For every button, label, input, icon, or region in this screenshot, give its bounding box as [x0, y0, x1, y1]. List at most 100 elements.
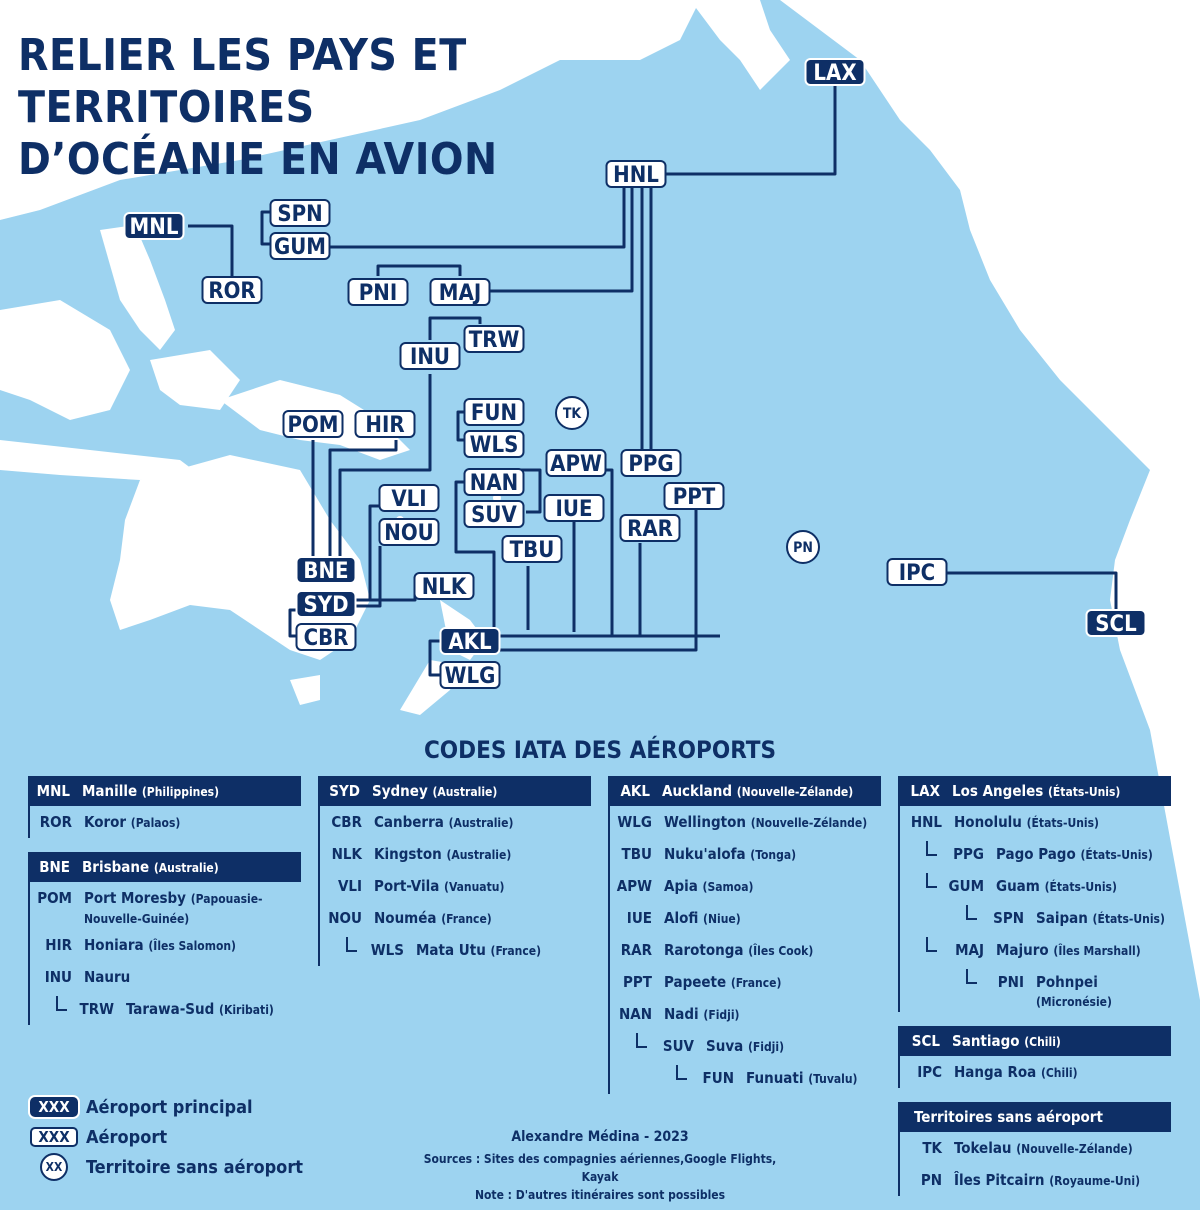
code-group: SYD Sydney (Australie) CBR Canberra (Austra…	[318, 776, 591, 966]
row-city-name: Alofi	[664, 909, 699, 927]
airport-code: IPC	[899, 561, 935, 586]
airport-nlk: NLK	[413, 572, 475, 600]
row-city-name: Hanga Roa	[954, 1063, 1037, 1081]
row-city: Port Moresby (Papouasie-Nouvelle-Guinée)	[84, 889, 301, 929]
airport-code: SUV	[471, 503, 517, 528]
airport-box	[605, 160, 667, 188]
airport-iue: IUE	[543, 494, 605, 522]
airport-code: PN	[793, 540, 813, 556]
code-group: Territoires sans aéroport TK Tokelau (Nouv…	[898, 1102, 1171, 1196]
row-city: Nouméa (France)	[374, 909, 492, 934]
row-city: Nuku'alofa (Tonga)	[664, 845, 796, 870]
group-code: AKL	[620, 782, 650, 800]
airport-code: SYD	[303, 593, 348, 618]
airport-inu: INU	[399, 342, 461, 370]
credit-sources: Sources : Sites des compagnies aériennes…	[423, 1152, 777, 1184]
airport-cbr: CBR	[295, 623, 357, 651]
group-city-country: (Australie)	[432, 785, 498, 799]
territory-circle	[786, 530, 820, 564]
row-code: SUV	[610, 1033, 706, 1062]
code-row: IUE Alofi (Niue)	[610, 902, 881, 934]
legend-no-airport: XX Territoire sans aéroport	[30, 1152, 303, 1182]
row-city-country: (Nouvelle-Zélande)	[1016, 1142, 1133, 1156]
code-row: NAN Nadi (Fidji)	[610, 998, 881, 1030]
group-code: SYD	[329, 782, 360, 800]
code-row: HNL Honolulu (États-Unis)	[900, 806, 1171, 838]
airport-code: SCL	[1095, 612, 1137, 637]
airport-code: HNL	[613, 163, 659, 188]
airport-code: NOU	[384, 521, 433, 546]
airport-box	[269, 232, 331, 260]
row-code: TBU	[621, 845, 652, 863]
credit-author: Alexandre Médina - 2023	[511, 1129, 689, 1145]
row-city-name: Honolulu	[954, 813, 1022, 831]
airport-hir: HIR	[354, 410, 416, 438]
row-city: Canberra (Australie)	[374, 813, 513, 838]
airport-pn: PN	[786, 530, 820, 564]
code-group-body: HNL Honolulu (États-Unis) PPG Pago Pago (Ét…	[898, 806, 1171, 1012]
row-city-name: Port-Vila	[374, 877, 440, 895]
airport-box	[354, 410, 416, 438]
airport-code: RAR	[627, 517, 673, 542]
airport-box	[463, 468, 525, 496]
row-city: Alofi (Niue)	[664, 909, 741, 934]
row-code: GUM	[900, 873, 996, 902]
code-group-body: CBR Canberra (Australie) NLK Kingston (Aust…	[318, 806, 591, 966]
code-group-body: WLG Wellington (Nouvelle-Zélande) TBU Nuku'…	[608, 806, 881, 1094]
airport-bne: BNE	[295, 556, 357, 584]
airport-syd: SYD	[295, 590, 357, 618]
group-city-country: (Philippines)	[141, 785, 220, 799]
row-city-country: (France)	[490, 944, 542, 958]
territory-circle	[555, 396, 589, 430]
code-row: TK Tokelau (Nouvelle-Zélande)	[900, 1132, 1171, 1164]
row-city-country: (Tuvalu)	[808, 1072, 858, 1086]
airport-pom: POM	[282, 410, 344, 438]
row-city: Papeete (France)	[664, 973, 781, 998]
airport-box	[413, 572, 475, 600]
row-city-name: Suva	[706, 1037, 744, 1055]
row-city-name: Port Moresby	[84, 889, 186, 907]
codes-column-4: LAX Los Angeles (États-Unis) HNL Honolulu (…	[898, 776, 1171, 1210]
airport-code: CBR	[304, 626, 349, 651]
code-row: SPN Saipan (États-Unis)	[900, 902, 1171, 934]
group-city: Auckland (Nouvelle-Zélande)	[662, 776, 853, 806]
row-code: PPG	[900, 841, 996, 870]
row-city-name: Honiara	[84, 936, 144, 954]
row-city-country: (Îles Marshall)	[1053, 944, 1141, 958]
code-row: IPC Hanga Roa (Chili)	[900, 1056, 1171, 1088]
airport-box	[347, 278, 409, 306]
row-city-name: Tarawa-Sud	[126, 1000, 215, 1018]
group-code: BNE	[39, 858, 70, 876]
code-row: RAR Rarotonga (Îles Cook)	[610, 934, 881, 966]
row-city: Funuati (Tuvalu)	[746, 1069, 858, 1094]
row-city-name: Pohnpei	[1036, 973, 1098, 991]
row-code: PPT	[623, 973, 652, 991]
row-city-country: (Australie)	[446, 848, 512, 862]
group-city-name: Santiago	[952, 1032, 1020, 1050]
row-city: Mata Utu (France)	[416, 941, 541, 966]
airport-code: FUN	[471, 401, 517, 426]
codes-column-3: AKL Auckland (Nouvelle-Zélande) WLG Welling…	[608, 776, 881, 1108]
airport-code: MAJ	[439, 281, 481, 306]
code-row: CBR Canberra (Australie)	[320, 806, 591, 838]
flight-routes	[188, 84, 1118, 677]
row-city: Pago Pago (États-Unis)	[996, 845, 1153, 870]
airport-code: LAX	[813, 61, 856, 86]
group-city-country: (Nouvelle-Zélande)	[736, 785, 854, 799]
row-city-country: (Samoa)	[702, 880, 754, 894]
legend-airport-label: Aéroport	[86, 1126, 168, 1148]
row-city-country: (Palaos)	[130, 816, 181, 830]
airport-pni: PNI	[347, 278, 409, 306]
group-city-name: Sydney	[372, 782, 428, 800]
row-code: NOU	[328, 909, 362, 927]
code-row: VLI Port-Vila (Vanuatu)	[320, 870, 591, 902]
airport-gum: GUM	[269, 232, 331, 260]
land-masses	[0, 0, 1200, 1000]
code-group-header: MNL Manille (Philippines)	[28, 776, 301, 806]
airport-code: WLS	[470, 433, 519, 458]
code-group-body: TK Tokelau (Nouvelle-Zélande) PN Îles Pitca…	[898, 1132, 1171, 1196]
row-code: RAR	[620, 941, 652, 959]
group-code: LAX	[910, 782, 940, 800]
code-row: APW Apia (Samoa)	[610, 870, 881, 902]
